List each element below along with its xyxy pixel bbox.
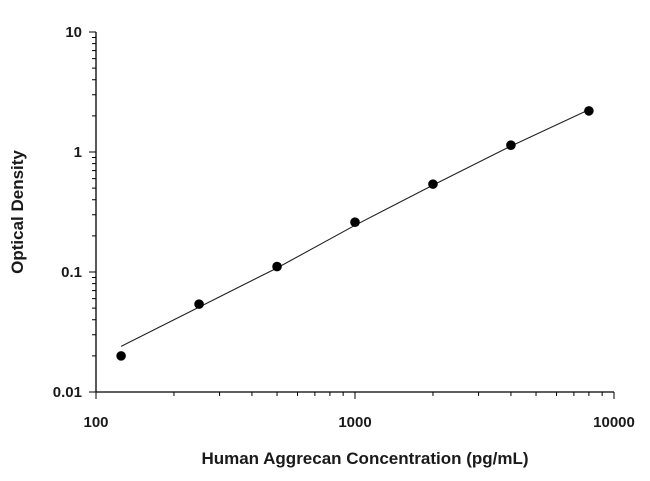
y-axis-title: Optical Density bbox=[8, 150, 27, 274]
data-point bbox=[428, 179, 438, 189]
y-tick-label: 0.1 bbox=[61, 264, 82, 281]
y-tick-label: 10 bbox=[65, 24, 82, 41]
data-points bbox=[116, 106, 594, 361]
fit-curve-line bbox=[120, 109, 590, 347]
data-point bbox=[350, 217, 360, 228]
axes bbox=[95, 32, 614, 393]
data-point bbox=[506, 140, 516, 150]
data-point bbox=[194, 299, 204, 309]
y-tick-label: 1 bbox=[74, 144, 82, 161]
x-axis-ticks bbox=[95, 392, 615, 399]
x-tick-label: 1000 bbox=[338, 414, 371, 431]
data-point bbox=[584, 106, 594, 116]
data-point bbox=[116, 351, 126, 361]
x-axis-title: Human Aggrecan Concentration (pg/mL) bbox=[201, 449, 528, 468]
y-axis-tick-labels: 0.01 0.1 1 10 bbox=[53, 24, 82, 401]
y-tick-label: 0.01 bbox=[53, 384, 82, 401]
y-axis-ticks bbox=[89, 31, 96, 393]
data-point bbox=[272, 261, 282, 272]
x-tick-label: 100 bbox=[83, 414, 108, 431]
x-tick-label: 10000 bbox=[593, 414, 635, 431]
x-axis-tick-labels: 100 1000 10000 bbox=[83, 414, 634, 431]
